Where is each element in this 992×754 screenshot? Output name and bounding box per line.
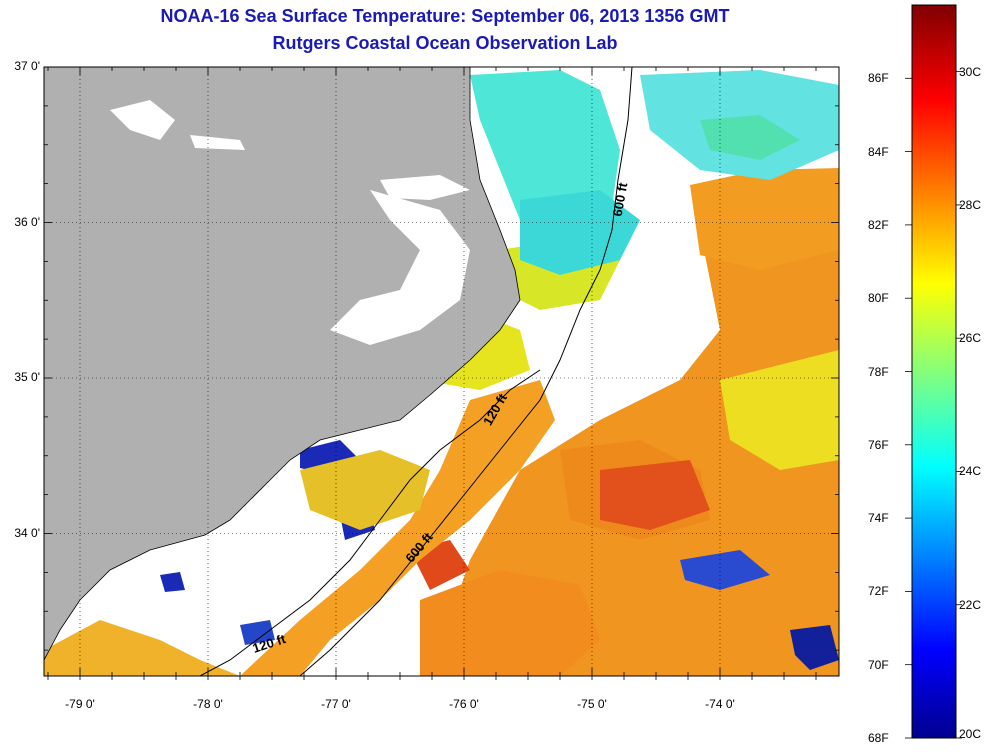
sst-raster [44, 67, 839, 676]
sst-warm-south [420, 570, 600, 676]
lat-label: 34 0' [14, 525, 40, 540]
colorbar-f-label: 84F [868, 144, 889, 159]
lat-label: 36 0' [14, 214, 40, 229]
pamlico-sound [330, 190, 470, 345]
sst-red-patch [600, 460, 710, 530]
lat-label: 37 0' [14, 59, 40, 73]
isobath-120ft-line [199, 369, 541, 676]
colorbar [911, 4, 957, 739]
colorbar-f-label: 82F [868, 217, 889, 232]
map-subtitle: Rutgers Coastal Ocean Observation Lab [272, 33, 618, 53]
colorbar-ticks [905, 71, 962, 739]
sst-gulfstream-band [240, 380, 555, 676]
lon-label: -78 0' [193, 697, 223, 711]
lon-label: -74 0' [705, 697, 735, 711]
colorbar-c-label: 30C [959, 64, 982, 79]
sst-warm-north [690, 168, 839, 270]
sst-aqua-mid [700, 115, 800, 160]
sst-nearshore-carolina [300, 450, 430, 530]
colorbar-c-label: 28C [959, 197, 982, 212]
lon-label: -77 0' [321, 697, 351, 711]
colorbar-f-label: 74F [868, 511, 889, 526]
sst-yellow-east [720, 350, 839, 470]
colorbar-c-label: 20C [959, 727, 982, 741]
albemarle-sound [380, 175, 470, 200]
sst-cyan-band [520, 190, 640, 275]
inland-river [110, 100, 175, 140]
sst-cold-patch-6 [240, 620, 275, 645]
lon-label: -79 0' [65, 697, 95, 711]
colorbar-f-label: 72F [868, 584, 889, 599]
colorbar-f-label: 86F [868, 71, 889, 86]
sst-cold-patch-4 [160, 572, 185, 592]
colorbar-c-label: 26C [959, 331, 982, 346]
colorbar-c-label: 22C [959, 597, 982, 612]
colorbar-c-label: 24C [959, 464, 982, 479]
map-frame [43, 66, 840, 677]
colorbar-f-label: 76F [868, 437, 889, 452]
map-title: NOAA-16 Sea Surface Temperature: Septemb… [160, 6, 730, 26]
sst-cold-patch-3 [790, 625, 839, 670]
sst-nearshore-south [44, 620, 240, 676]
inland-river-2 [190, 135, 245, 150]
lat-label: 35 0' [14, 370, 40, 384]
isobath-600ft-line [299, 67, 633, 676]
colorbar-f-label: 80F [868, 291, 889, 306]
lon-label: -75 0' [577, 697, 607, 711]
sst-cold-patch-2 [680, 550, 770, 590]
colorbar-f-label: 68F [868, 731, 889, 745]
frame-ticks [44, 66, 839, 680]
lon-label: -76 0' [449, 697, 479, 711]
colorbar-f-label: 78F [868, 364, 889, 379]
colorbar-f-label: 70F [868, 657, 889, 672]
graticule [44, 67, 839, 676]
